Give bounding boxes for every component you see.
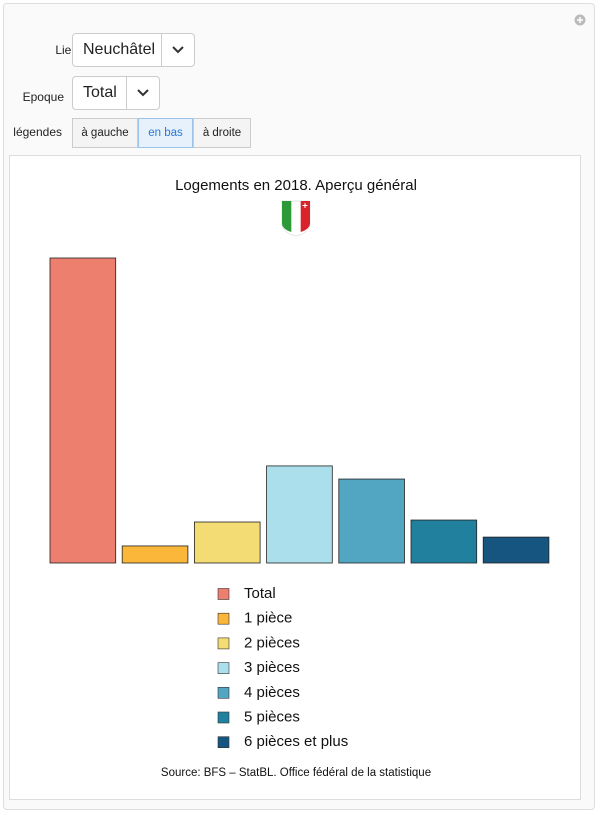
bar — [482, 536, 550, 564]
legend-position-button[interactable]: à gauche — [72, 118, 138, 148]
legend-position-button[interactable]: en bas — [138, 118, 193, 148]
legend-swatch — [217, 662, 230, 674]
legend-label: 2 pièces — [244, 634, 300, 651]
legend-swatch — [217, 588, 230, 600]
chevron — [137, 89, 149, 97]
legend-swatch — [217, 686, 230, 699]
legend-swatch — [217, 736, 230, 749]
legend-position-button[interactable]: à droite — [193, 118, 251, 148]
plus-icon[interactable] — [574, 14, 586, 26]
chart: Logements en 2018. Aperçu général Source… — [49, 177, 550, 779]
legendes-label: légendes — [13, 125, 62, 139]
bar — [338, 478, 405, 564]
lieu-label: Lieu — [55, 43, 78, 57]
source: Source: BFS – StatBL. Office fédéral de … — [161, 767, 431, 779]
chart-title: Logements en 2018. Aperçu général — [175, 177, 417, 194]
legend-swatch — [217, 711, 230, 724]
epoque-label: Epoque — [22, 90, 64, 104]
legend-label: 4 pièces — [244, 684, 300, 701]
lieu-value: Neuchâtel — [83, 41, 156, 58]
lieu-select[interactable]: Neuchâtel — [72, 33, 195, 67]
bar — [121, 545, 189, 564]
legend-label: 1 pièce — [244, 610, 292, 627]
legend-label: 5 pièces — [244, 708, 300, 725]
dropdown-button[interactable] — [126, 77, 159, 109]
legend-label: 6 pièces et plus — [244, 733, 348, 750]
chart-panel: Logements en 2018. Aperçu général Source… — [9, 155, 581, 800]
dropdown-button[interactable] — [161, 34, 194, 66]
bar — [49, 257, 117, 564]
legend-label: Total — [244, 585, 276, 602]
flag — [281, 200, 311, 237]
chevron — [172, 46, 184, 54]
legend-swatch — [217, 637, 230, 650]
legend-label: 3 pièces — [244, 659, 300, 676]
legend-swatch — [217, 612, 230, 625]
bar — [266, 465, 333, 564]
bar — [410, 519, 478, 564]
bar — [193, 521, 261, 564]
epoque-select[interactable]: Total — [72, 76, 160, 110]
epoque-value: Total — [83, 84, 117, 101]
